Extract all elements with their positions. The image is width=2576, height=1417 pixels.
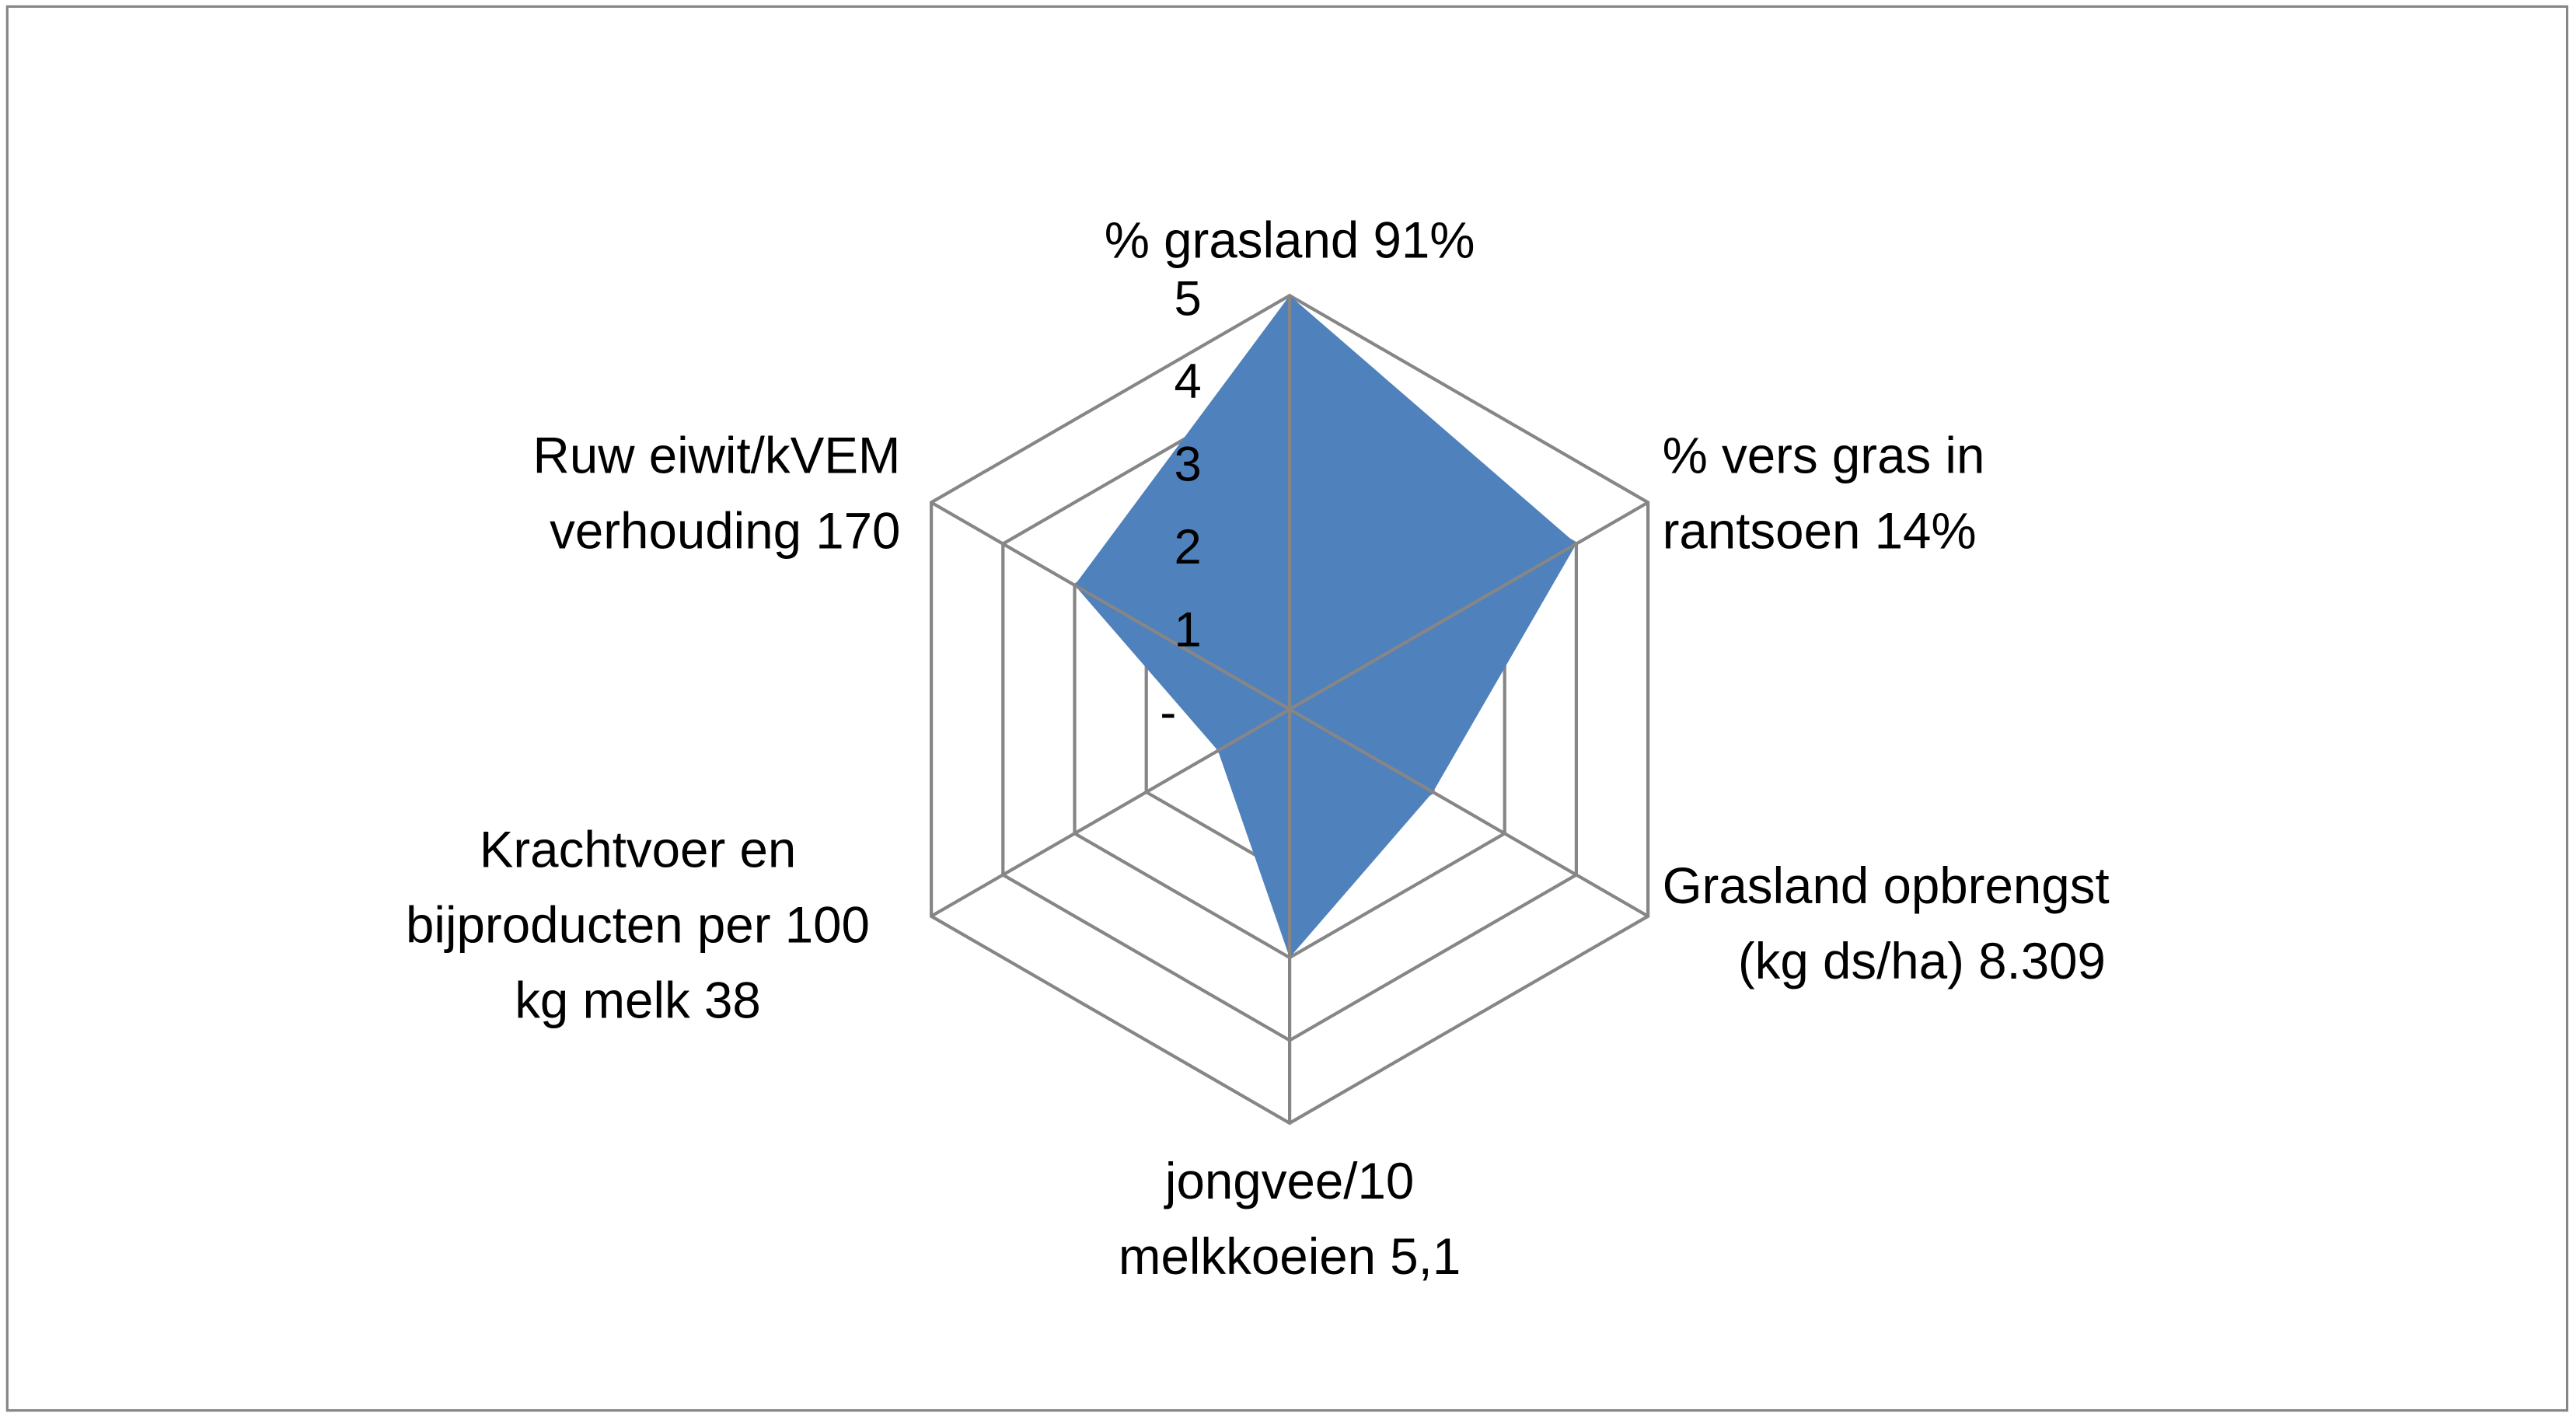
spokes xyxy=(930,295,1649,1123)
series-area xyxy=(1074,295,1576,958)
tick-label: 2 xyxy=(1175,520,1202,574)
tick-label: 1 xyxy=(1175,602,1202,657)
tick-label: 5 xyxy=(1175,272,1202,326)
category-label: Grasland opbrengst (kg ds/ha) 8.309 xyxy=(1663,857,2110,989)
tick-label: - xyxy=(1160,686,1176,740)
category-label: Ruw eiwit/kVEM verhouding 170 xyxy=(533,427,901,559)
series xyxy=(1074,295,1576,958)
category-labels: % grasland 91% % vers gras in rantsoen 14%… xyxy=(406,212,2110,1286)
spoke xyxy=(1289,707,1649,918)
tick-label: 4 xyxy=(1175,354,1202,409)
spoke xyxy=(930,707,1291,918)
spoke xyxy=(1289,501,1649,711)
category-label: jongvee/10 melkkoeien 5,1 xyxy=(1119,1153,1461,1285)
category-label: % grasland 91% xyxy=(1105,212,1475,269)
tick-label: 3 xyxy=(1175,438,1202,492)
spoke xyxy=(930,501,1291,711)
tick-labels: - 1 2 3 4 5 xyxy=(1160,272,1202,740)
category-label: % vers gras in rantsoen 14% xyxy=(1663,427,1985,559)
category-label: Krachtvoer en bijproducten per 100 kg melk… xyxy=(406,821,870,1028)
